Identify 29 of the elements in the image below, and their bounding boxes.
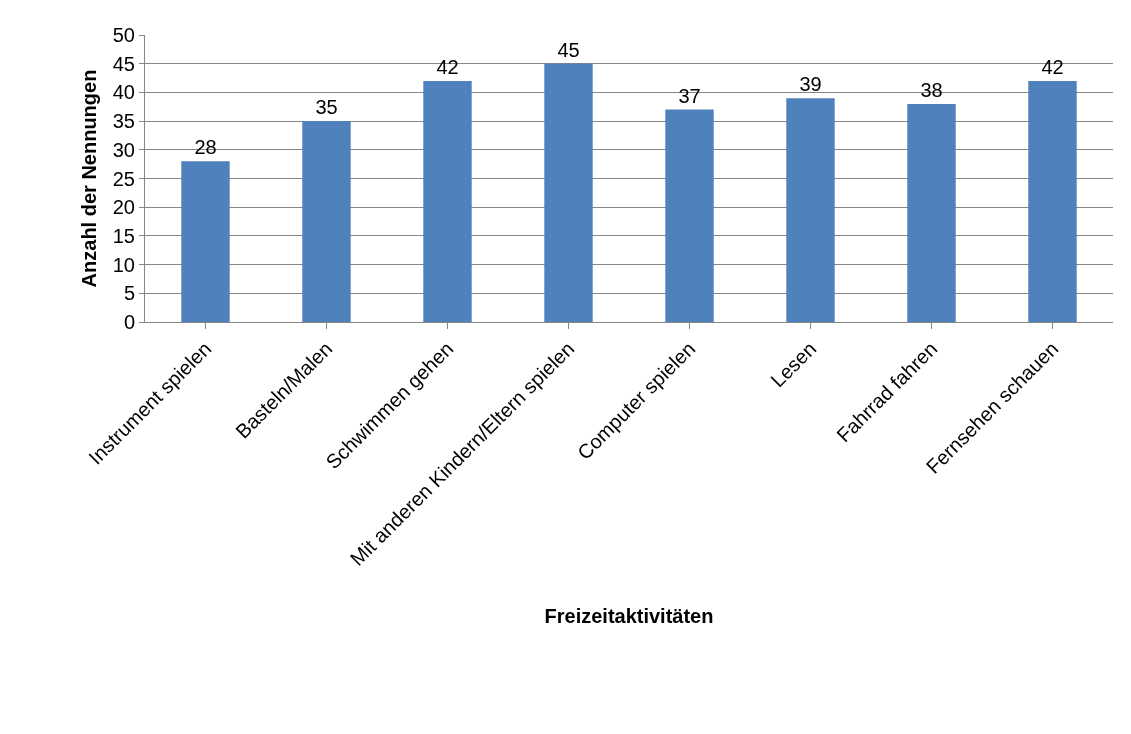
data-label: 37 xyxy=(678,84,701,107)
bar xyxy=(544,63,593,322)
data-label: 45 xyxy=(557,38,580,61)
data-label: 42 xyxy=(1041,55,1064,78)
y-tick-label: 50 xyxy=(112,24,135,46)
y-tick-label: 30 xyxy=(112,138,135,161)
bar xyxy=(665,109,714,322)
data-label: 39 xyxy=(799,73,822,96)
data-label: 38 xyxy=(920,78,943,101)
y-tick-label: 25 xyxy=(112,167,135,190)
bar xyxy=(786,98,835,322)
data-label: 28 xyxy=(194,136,217,159)
y-tick-label: 0 xyxy=(123,311,135,333)
data-label: 42 xyxy=(436,55,459,78)
y-tick-label: 15 xyxy=(112,224,135,247)
y-tick-label: 35 xyxy=(112,110,135,133)
y-tick-label: 40 xyxy=(112,81,135,104)
y-tick-label: 45 xyxy=(112,52,135,75)
bar xyxy=(181,161,230,322)
y-tick-label: 5 xyxy=(123,282,135,305)
y-axis-title: Anzahl der Nennungen xyxy=(78,69,101,288)
bar xyxy=(423,80,472,322)
bar xyxy=(302,121,351,322)
x-axis-title: Freizeitaktivitäten xyxy=(544,605,714,628)
bar xyxy=(1028,80,1077,322)
data-label: 35 xyxy=(315,96,338,119)
y-tick-label: 20 xyxy=(112,196,135,219)
y-tick-label: 10 xyxy=(112,253,135,276)
bar xyxy=(907,103,956,322)
